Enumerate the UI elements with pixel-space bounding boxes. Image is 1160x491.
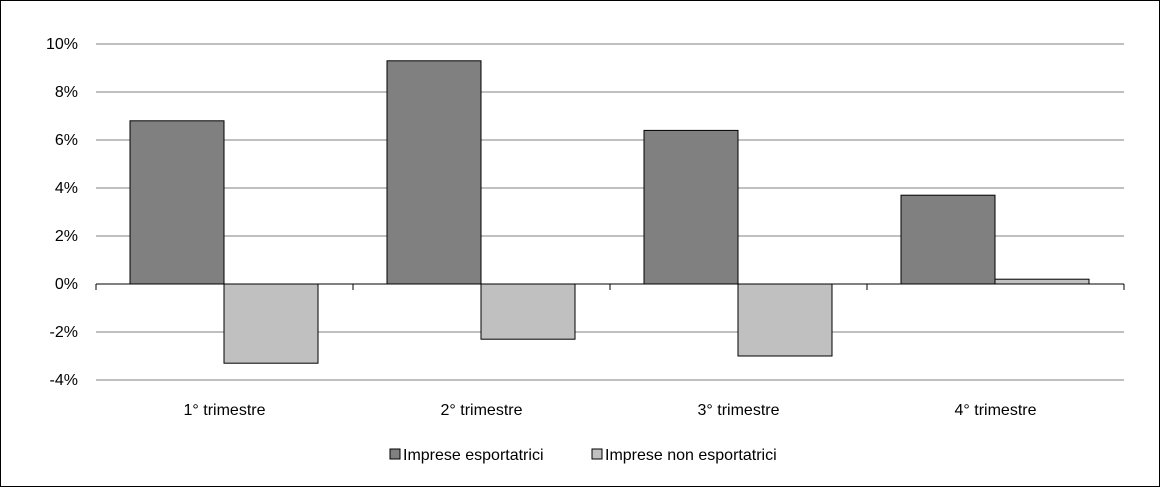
y-tick-label: 0% — [55, 276, 78, 293]
x-axis-labels: 1° trimestre 2° trimestre 3° trimestre 4° t… — [184, 402, 1037, 419]
bar-series-1-cat-3 — [643, 129, 739, 285]
legend-label: Imprese non esportatrici — [605, 447, 777, 464]
category-label: 2° trimestre — [441, 402, 523, 419]
y-tick-label: -2% — [50, 324, 78, 341]
y-tick-label: 8% — [55, 84, 78, 101]
bar-series-2-cat-4 — [994, 278, 1090, 285]
category-label: 4° trimestre — [955, 402, 1037, 419]
y-tick-label: 6% — [55, 132, 78, 149]
bar-series-1-cat-1 — [129, 120, 225, 285]
bar-series-2-cat-3 — [737, 283, 833, 357]
bar-series-2-cat-2 — [480, 283, 576, 340]
y-tick-label: 2% — [55, 228, 78, 245]
y-tick-label: -4% — [50, 372, 78, 389]
category-label: 3° trimestre — [698, 402, 780, 419]
bar-series-1-cat-4 — [900, 194, 996, 285]
bar-series-2-cat-1 — [223, 283, 319, 364]
legend: Imprese esportatrici Imprese non esportat… — [389, 447, 777, 464]
legend-swatch — [389, 448, 401, 460]
bars — [129, 60, 1090, 364]
x-axis — [95, 283, 1125, 290]
y-tick-label: 10% — [46, 36, 78, 53]
y-tick-label: 4% — [55, 180, 78, 197]
category-label: 1° trimestre — [184, 402, 266, 419]
legend-swatch — [591, 448, 603, 460]
legend-label: Imprese esportatrici — [403, 447, 544, 464]
y-axis-ticks: -4% -2% 0% 2% 4% 6% 8% 10% — [46, 36, 78, 389]
bar-series-1-cat-2 — [386, 60, 482, 285]
